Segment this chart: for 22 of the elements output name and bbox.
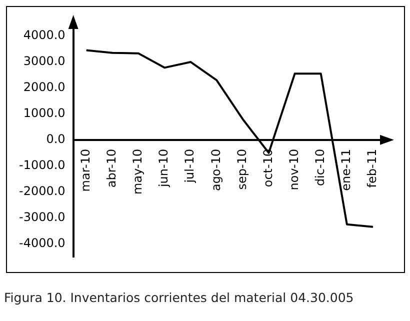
y-tick-label: 0.0 (46, 132, 66, 146)
y-tick-label: -2000.0 (18, 184, 66, 198)
x-tick-label: ene-11 (339, 148, 354, 191)
x-tick-label: abr-10 (104, 148, 119, 188)
x-tick-label: jun-10 (156, 148, 171, 188)
y-tick-label: 2000.0 (23, 80, 66, 94)
y-tick-label: -3000.0 (18, 210, 66, 224)
y-tick-label: 4000.0 (23, 28, 66, 42)
x-tick-label: dic-10 (312, 148, 327, 186)
y-tick-label: -4000.0 (18, 236, 66, 250)
x-tick-label: sep-10 (234, 148, 249, 190)
x-tick-label: may-10 (130, 148, 145, 194)
x-tick-label: mar-10 (78, 148, 92, 192)
x-tick-label: ago-10 (208, 148, 223, 192)
x-tick-label: jul-10 (182, 148, 197, 184)
y-tick-label: -1000.0 (18, 158, 66, 172)
x-tick-label: nov-10 (286, 148, 301, 190)
x-tick-label: feb-11 (365, 148, 380, 188)
y-tick-label: 3000.0 (23, 54, 66, 68)
x-tick-label: oct-10 (260, 148, 275, 188)
y-tick-label: 1000.0 (23, 106, 66, 120)
text: Figura 10. Inventarios corrientes del material 04.30.005 (4, 290, 354, 305)
